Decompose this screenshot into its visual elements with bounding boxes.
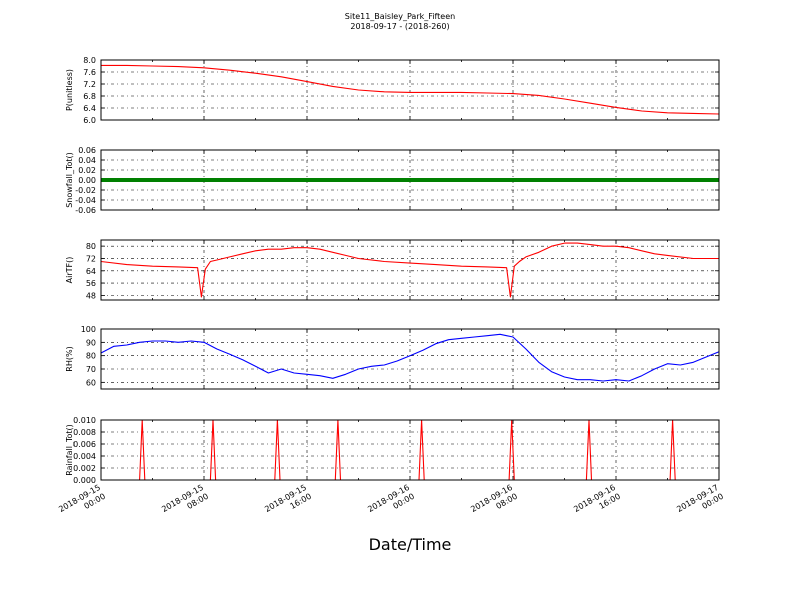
rainfall-ytick-label: 0.000 — [73, 476, 96, 485]
x-tick-label: 2018-09-1616:00 — [572, 483, 622, 523]
air-temp-ytick-label: 48 — [86, 291, 96, 300]
pressure-ytick-label: 8.0 — [83, 56, 96, 65]
x-tick-label: 2018-09-1608:00 — [469, 483, 519, 523]
snowfall-frame — [100, 149, 720, 211]
x-tick-label: 2018-09-1516:00 — [263, 483, 313, 523]
rel-humidity-ytick-label: 60 — [86, 378, 96, 387]
snowfall-ytick-label: 0.00 — [78, 176, 96, 185]
rainfall-frame — [100, 419, 720, 481]
air-temp-ylabel: AirTF() — [65, 257, 74, 284]
snowfall-ytick-label: 0.04 — [78, 156, 96, 165]
air-temp-frame — [100, 239, 720, 301]
pressure-ytick-label: 6.4 — [83, 104, 96, 113]
pressure-panel: 6.0 6.4 6.8 7.2 7.6 8.0 P(unitless) — [65, 56, 720, 125]
pressure-ytick-label: 6.0 — [83, 116, 96, 125]
air-temp-ytick-label: 80 — [86, 242, 96, 251]
snowfall-ytick-label: -0.02 — [75, 186, 96, 195]
snowfall-ytick-label: -0.04 — [75, 196, 96, 205]
rainfall-ytick-label: 0.004 — [73, 452, 96, 461]
snowfall-ytick-label: 0.06 — [78, 146, 96, 155]
rainfall-ytick-label: 0.010 — [73, 416, 96, 425]
subplot-panels: 6.0 6.4 6.8 7.2 7.6 8.0 P(unitless) -0.06-0.04-… — [65, 56, 720, 485]
pressure-ylabel: P(unitless) — [65, 69, 74, 111]
rainfall-panel: 0.000 0.002 0.004 0.006 0.008 0.010Rainfall_T… — [65, 416, 720, 485]
snowfall-ytick-label: 0.02 — [78, 166, 96, 175]
rel-humidity-ylabel: RH(%) — [65, 346, 74, 371]
pressure-ytick-label: 7.6 — [83, 68, 96, 77]
snowfall-panel: -0.06-0.04-0.020.000.020.040.06 Snowfall_… — [65, 146, 720, 215]
chart-title-line1: Site11_Baisley_Park_Fifteen — [345, 12, 455, 21]
x-tick-label: 2018-09-1500:00 — [57, 483, 107, 523]
rel-humidity-panel: 60 70 80 90 100 RH(%) — [65, 325, 720, 390]
x-axis-tick-labels: 2018-09-1500:00 2018-09-1508:00 2018-09-15… — [57, 483, 725, 523]
pressure-frame — [100, 59, 720, 121]
rel-humidity-ytick-label: 80 — [86, 352, 96, 361]
snowfall-ytick-label: -0.06 — [75, 206, 96, 215]
rel-humidity-frame — [100, 328, 720, 390]
pressure-ytick-label: 6.8 — [83, 92, 96, 101]
rainfall-ytick-label: 0.008 — [73, 428, 96, 437]
pressure-ytick-label: 7.2 — [83, 80, 96, 89]
x-tick-label: 2018-09-1700:00 — [675, 483, 725, 523]
snowfall-ylabel: Snowfall_Tot() — [65, 152, 74, 208]
x-axis-label: Date/Time — [369, 535, 452, 554]
x-tick-label: 2018-09-1508:00 — [160, 483, 210, 523]
chart-title-line2: 2018-09-17 - (2018-260) — [350, 22, 449, 31]
rel-humidity-ytick-label: 90 — [86, 338, 96, 347]
air-temp-ytick-label: 72 — [86, 254, 96, 263]
rel-humidity-series-line — [100, 333, 720, 382]
rainfall-ylabel: Rainfall_Tot() — [65, 424, 74, 476]
rel-humidity-ytick-label: 100 — [81, 325, 96, 334]
rel-humidity-ytick-label: 70 — [86, 365, 96, 374]
x-tick-label: 2018-09-1600:00 — [366, 483, 416, 523]
pressure-series-line — [101, 64, 720, 115]
air-temp-panel: 48 56 64 72 80 AirTF() — [65, 239, 720, 301]
air-temp-ytick-label: 64 — [86, 267, 96, 276]
air-temp-ytick-label: 56 — [86, 279, 96, 288]
rainfall-ytick-label: 0.002 — [73, 464, 96, 473]
air-temp-series-line — [100, 242, 719, 298]
rainfall-ytick-label: 0.006 — [73, 440, 96, 449]
